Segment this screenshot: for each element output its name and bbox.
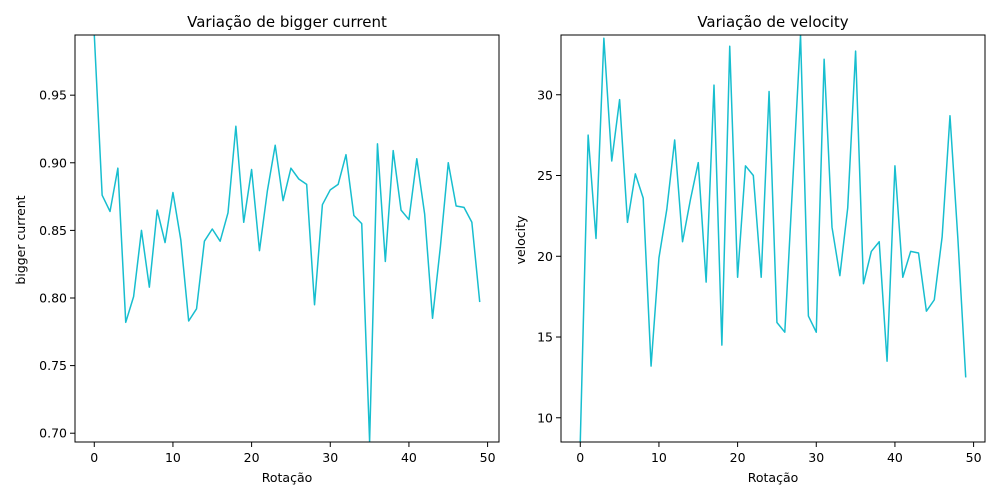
x-tick-label-velocity: 40 [887,450,903,465]
subplot-bigger-current: Variação de bigger current Rotação bigge… [13,13,500,485]
y-tick-label-velocity: 10 [537,410,553,425]
series-line-velocity [579,35,967,442]
y-tick-label-velocity: 30 [537,87,553,102]
x-tick-label-bigger-current: 30 [322,450,338,465]
y-tick-label-bigger-current: 0.90 [39,155,67,170]
y-tick-label-velocity: 20 [537,249,553,264]
x-tick-label-bigger-current: 20 [244,450,260,465]
y-tick-label-bigger-current: 0.95 [39,88,67,103]
y-tick-label-bigger-current: 0.80 [39,290,67,305]
x-tick-label-velocity: 20 [730,450,746,465]
y-tick-label-bigger-current: 0.85 [39,223,67,238]
x-tick-label-velocity: 0 [576,450,584,465]
y-tick-label-bigger-current: 0.75 [39,358,67,373]
x-tick-label-velocity: 50 [966,450,982,465]
plot-area-bigger-current: 0 10 20 30 40 50 0.70 0.75 0.80 0.85 0.90 0.95 [39,34,500,465]
x-tick-label-bigger-current: 40 [401,450,417,465]
x-tick-label-velocity: 30 [808,450,824,465]
y-tick-label-velocity: 15 [537,330,553,345]
y-axis-label-velocity: velocity [513,215,528,264]
chart-title-velocity: Variação de velocity [697,13,848,31]
axes-frame-velocity [560,34,986,443]
x-tick-label-bigger-current: 0 [90,450,98,465]
subplot-velocity: Variação de velocity Rotação velocity 0 1… [513,13,986,485]
y-tick-label-velocity: 25 [537,168,553,183]
x-axis-label-velocity: Rotação [748,470,799,485]
series-line-bigger-current [93,35,481,442]
chart-title-bigger-current: Variação de bigger current [187,13,387,31]
x-tick-label-velocity: 10 [651,450,667,465]
axes-frame-bigger-current [74,34,500,443]
y-tick-label-bigger-current: 0.70 [39,426,67,441]
x-axis-label-bigger-current: Rotação [262,470,313,485]
plot-area-velocity: 0 10 20 30 40 50 10 15 20 25 30 [537,34,986,465]
y-axis-label-bigger-current: bigger current [13,195,28,284]
x-tick-label-bigger-current: 10 [165,450,181,465]
x-tick-label-bigger-current: 50 [480,450,496,465]
